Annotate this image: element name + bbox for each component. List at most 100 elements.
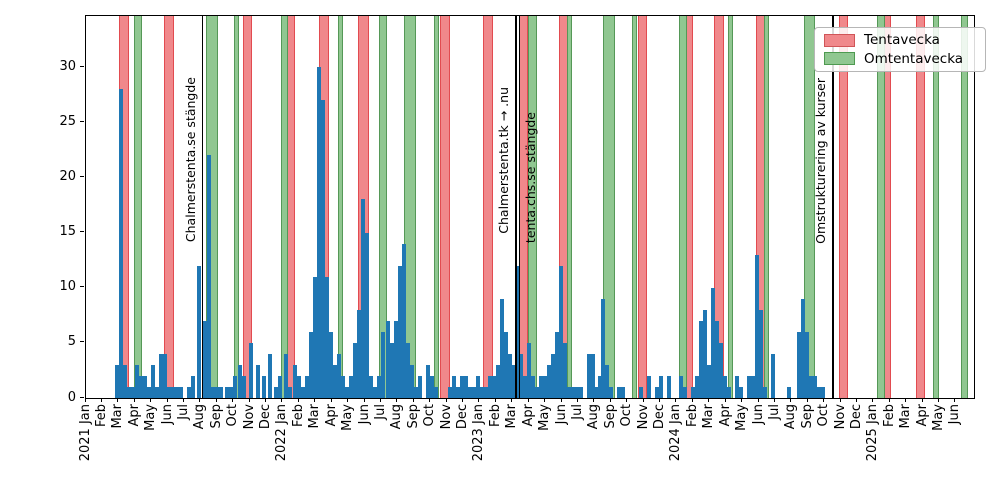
weekly-count-bar bbox=[463, 375, 468, 398]
weekly-count-bar bbox=[471, 386, 476, 398]
x-tick bbox=[494, 398, 496, 402]
x-tick bbox=[856, 398, 857, 402]
x-tick bbox=[347, 398, 349, 402]
x-tick bbox=[626, 398, 628, 402]
weekly-count-bar bbox=[601, 298, 605, 398]
weekly-count-bar bbox=[369, 375, 373, 398]
weekly-count-bar bbox=[143, 375, 147, 398]
tentavecka-band bbox=[637, 16, 647, 398]
x-tick-label: Sep bbox=[602, 404, 618, 429]
weekly-count-bar bbox=[409, 364, 414, 398]
x-tick bbox=[330, 398, 332, 402]
x-tick bbox=[412, 398, 414, 402]
weekly-count-bar bbox=[249, 342, 253, 398]
y-tick-label: 10 bbox=[59, 279, 76, 295]
x-tick bbox=[445, 398, 447, 402]
x-tick bbox=[938, 398, 940, 402]
x-tick-label: Jul bbox=[372, 404, 388, 420]
weekly-count-bar bbox=[616, 386, 621, 398]
weekly-count-bar bbox=[604, 364, 609, 398]
weekly-count-bar bbox=[394, 320, 398, 398]
x-tick-label: Feb bbox=[881, 404, 897, 428]
weekly-count-bar bbox=[658, 375, 663, 398]
weekly-count-bar bbox=[287, 386, 292, 398]
weekly-count-bar bbox=[666, 375, 671, 398]
x-tick-label: Mar bbox=[701, 404, 717, 429]
weekly-count-bar bbox=[804, 331, 809, 398]
weekly-count-bar bbox=[373, 386, 377, 398]
weekly-count-bar bbox=[714, 320, 719, 398]
weekly-count-bar bbox=[255, 364, 260, 398]
event-line bbox=[515, 16, 517, 398]
x-tick-label: Jun bbox=[553, 404, 569, 425]
x-tick bbox=[642, 398, 644, 402]
tentavecka-band bbox=[482, 16, 493, 398]
y-tick bbox=[80, 231, 84, 233]
x-tick bbox=[659, 398, 661, 402]
weekly-count-bar bbox=[215, 386, 219, 398]
weekly-count-bar bbox=[166, 386, 171, 398]
omtentavecka-band bbox=[960, 16, 969, 398]
weekly-count-bar bbox=[608, 386, 613, 398]
x-tick-label: 2022 Jan bbox=[274, 404, 290, 462]
weekly-count-bar bbox=[646, 375, 651, 398]
x-tick-label: Jun bbox=[947, 404, 963, 425]
weekly-count-bar bbox=[332, 364, 337, 398]
x-tick-label: Mar bbox=[504, 404, 520, 429]
weekly-count-bar bbox=[574, 386, 579, 398]
y-tick-label: 25 bbox=[59, 113, 76, 129]
weekly-count-bar bbox=[131, 386, 135, 398]
weekly-count-bar bbox=[197, 265, 201, 398]
weekly-count-bar bbox=[361, 199, 365, 398]
x-tick-label: Nov bbox=[438, 404, 454, 430]
legend-item-omtentavecka: Omtentavecka bbox=[815, 51, 985, 67]
weekly-count-bar bbox=[475, 375, 480, 398]
weekly-count-bar bbox=[337, 353, 341, 398]
weekly-count-bar bbox=[694, 375, 699, 398]
x-tick bbox=[182, 398, 184, 402]
y-tick-label: 0 bbox=[67, 389, 76, 405]
x-tick bbox=[511, 398, 513, 402]
x-tick-label: Aug bbox=[783, 404, 799, 430]
weekly-count-bar bbox=[567, 386, 571, 398]
weekly-count-bar bbox=[329, 331, 333, 398]
weekly-count-bar bbox=[139, 375, 143, 398]
weekly-count-bar bbox=[352, 342, 357, 398]
weekly-count-bar bbox=[698, 320, 703, 398]
weekly-count-bar bbox=[317, 67, 321, 398]
legend: Tentavecka Omtentavecka bbox=[814, 27, 986, 72]
weekly-count-bar bbox=[722, 375, 727, 398]
omtentavecka-band bbox=[727, 16, 733, 398]
weekly-count-bar bbox=[710, 287, 715, 398]
x-tick bbox=[806, 398, 808, 402]
x-tick bbox=[773, 398, 775, 402]
weekly-count-bar bbox=[492, 375, 496, 398]
weekly-count-bar bbox=[405, 342, 410, 398]
omtentavecka-band bbox=[932, 16, 939, 398]
x-tick bbox=[560, 398, 562, 402]
weekly-count-bar bbox=[301, 386, 305, 398]
tentavecka-band bbox=[242, 16, 252, 398]
weekly-count-bar bbox=[219, 386, 223, 398]
weekly-count-bar bbox=[238, 364, 242, 398]
legend-label: Tentavecka bbox=[864, 32, 940, 49]
weekly-count-bar bbox=[417, 375, 422, 398]
x-tick-label: Aug bbox=[586, 404, 602, 430]
x-tick bbox=[724, 398, 726, 402]
x-tick-label: Apr bbox=[717, 404, 733, 427]
x-tick bbox=[396, 398, 398, 402]
omtentavecka-band bbox=[876, 16, 885, 398]
x-tick-label: Nov bbox=[832, 404, 848, 430]
x-tick-label: Sep bbox=[799, 404, 815, 429]
y-tick bbox=[80, 396, 84, 398]
y-tick bbox=[80, 175, 84, 177]
y-tick-label: 30 bbox=[59, 58, 76, 74]
event-annotation: Chalmerstenta.tk → .nu bbox=[495, 87, 511, 234]
omtentavecka-band bbox=[631, 16, 637, 398]
x-tick-label: Apr bbox=[126, 404, 142, 427]
x-tick-label: Feb bbox=[487, 404, 503, 428]
weekly-count-bar bbox=[530, 375, 535, 398]
x-tick-label: Jul bbox=[766, 404, 782, 420]
x-tick-label: Aug bbox=[192, 404, 208, 430]
